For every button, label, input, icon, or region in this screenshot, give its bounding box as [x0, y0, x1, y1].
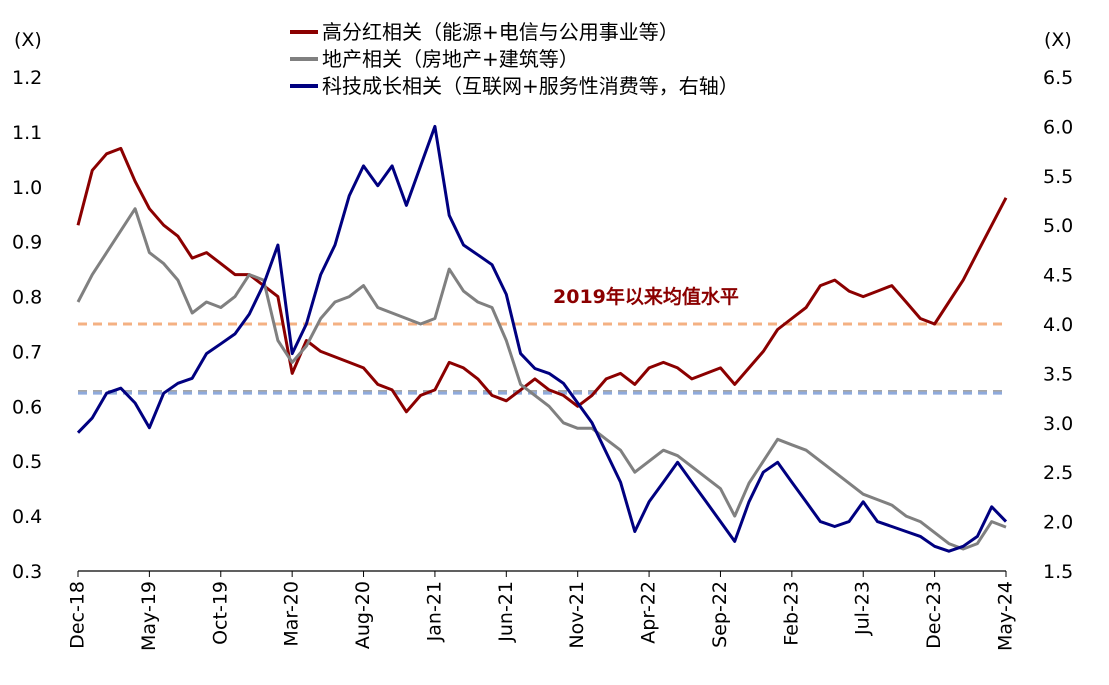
x-tick-label: Dec-18 — [67, 581, 89, 649]
left-tick-label: 1.0 — [12, 177, 42, 199]
left-tick-label: 1.2 — [12, 67, 42, 89]
x-tick-label: Jan-21 — [423, 581, 445, 642]
mean-lines — [78, 322, 1006, 395]
left-tick-label: 0.3 — [12, 561, 42, 583]
right-tick-label: 1.5 — [1043, 561, 1073, 583]
left-axis-ticks: 0.3 0.4 0.5 0.6 0.7 0.8 0.9 1.0 1.1 1.2 — [12, 67, 42, 583]
x-tick-label: Apr-22 — [638, 581, 660, 644]
left-tick-label: 0.5 — [12, 451, 42, 473]
x-tick-label: Feb-23 — [780, 581, 802, 646]
right-tick-label: 2.0 — [1043, 512, 1073, 534]
legend-label-dividend: 高分红相关（能源+电信与公用事业等） — [322, 20, 679, 44]
series-line — [76, 146, 1008, 414]
series-line — [76, 124, 1008, 553]
legend-label-property: 地产相关（房地产+建筑等） — [322, 47, 579, 71]
series-lines — [76, 124, 1008, 553]
legend-label-tech: 科技成长相关（互联网+服务性消费等，右轴） — [322, 74, 739, 98]
x-tick-label: May-24 — [995, 581, 1017, 651]
right-tick-label: 4.0 — [1043, 314, 1073, 336]
left-tick-label: 0.6 — [12, 396, 42, 418]
right-tick-label: 3.5 — [1043, 363, 1073, 385]
left-tick-label: 0.9 — [12, 232, 42, 254]
x-tick-label: May-19 — [138, 581, 160, 651]
mean-level-annotation: 2019年以来均值水平 — [553, 285, 739, 308]
x-axis-ticks: Dec-18 May-19 Oct-19 Mar-20 Aug-20 Jan-21 Jun-… — [67, 571, 1017, 651]
right-axis-unit: (X) — [1044, 29, 1072, 51]
left-tick-label: 0.4 — [12, 506, 42, 528]
x-tick-label: Jun-21 — [495, 581, 517, 643]
right-tick-label: 6.5 — [1043, 67, 1073, 89]
right-tick-label: 2.5 — [1043, 462, 1073, 484]
left-tick-label: 1.1 — [12, 122, 42, 144]
x-tick-label: Dec-23 — [923, 581, 945, 649]
x-tick-label: Mar-20 — [281, 581, 303, 647]
left-tick-label: 0.8 — [12, 287, 42, 309]
x-tick-label: Sep-22 — [709, 581, 731, 648]
x-tick-label: Oct-19 — [209, 581, 231, 645]
right-axis-ticks: 1.5 2.0 2.5 3.0 3.5 4.0 4.5 5.0 5.5 6.0 6.5 — [1043, 67, 1073, 583]
x-tick-label: Nov-21 — [566, 581, 588, 649]
right-tick-label: 4.5 — [1043, 265, 1073, 287]
right-tick-label: 5.0 — [1043, 215, 1073, 237]
right-tick-label: 6.0 — [1043, 116, 1073, 138]
legend: 高分红相关（能源+电信与公用事业等） 地产相关（房地产+建筑等） 科技成长相关（… — [290, 20, 739, 98]
x-tick-label: Aug-20 — [352, 581, 374, 649]
left-axis-unit: (X) — [14, 29, 42, 51]
right-tick-label: 3.0 — [1043, 413, 1073, 435]
right-tick-label: 5.5 — [1043, 166, 1073, 188]
left-tick-label: 0.7 — [12, 341, 42, 363]
x-tick-label: Jul-23 — [852, 581, 874, 636]
series-line — [76, 207, 1007, 551]
